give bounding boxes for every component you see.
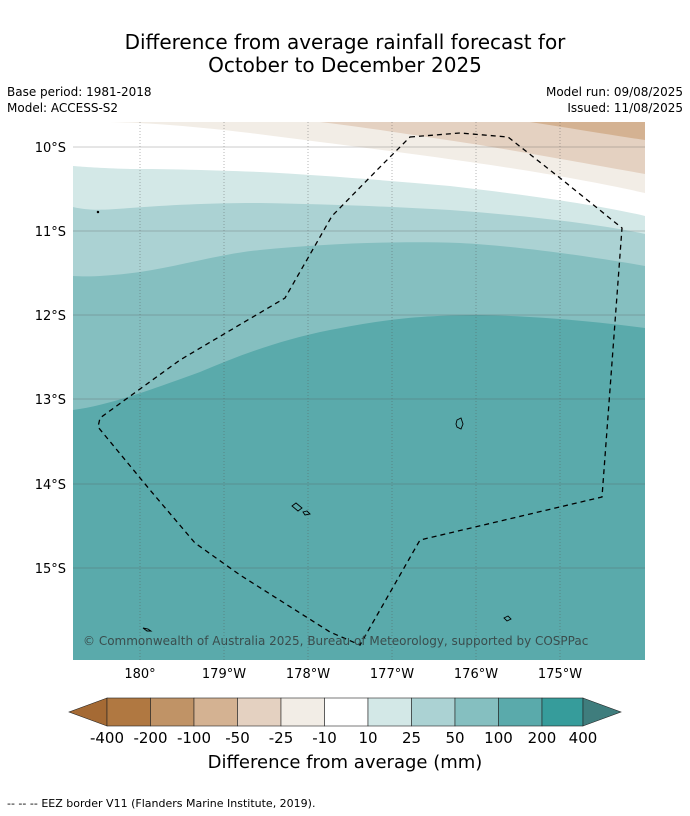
meta-right: Model run: 09/08/2025 Issued: 11/08/2025 [546, 84, 683, 116]
band-minus50-minus25 [320, 122, 645, 174]
colorbar-label: 10 [358, 729, 377, 747]
lat-label: 15°S [35, 562, 66, 577]
issued-text: Issued: 11/08/2025 [567, 101, 683, 115]
colorbar-swatch [150, 697, 195, 727]
model-run-text: Model run: 09/08/2025 [545, 85, 683, 99]
colorbar-label: 100 [484, 729, 513, 747]
colorbar-swatch [498, 697, 543, 727]
lon-label: 176°W [454, 667, 498, 682]
colorbar-label: 50 [445, 729, 464, 747]
colorbar-label: -200 [133, 729, 167, 747]
copyright-notice: © Commonwealth of Australia 2025, Bureau… [83, 634, 588, 648]
colorbar-swatch [367, 697, 412, 727]
colorbar-label: -10 [312, 729, 337, 747]
colorbar-label: 200 [528, 729, 557, 747]
colorbar-label: 25 [402, 729, 421, 747]
meta-left: Base period: 1981-2018 Model: ACCESS-S2 [7, 84, 152, 116]
island-central-2 [302, 510, 311, 516]
lon-label: 179°W [202, 667, 246, 682]
lon-label: 178°W [286, 667, 330, 682]
graticule [73, 122, 645, 660]
colorbar-swatch [541, 697, 584, 727]
colorbar-low-arrow [68, 697, 108, 727]
lat-label: 12°S [35, 309, 66, 324]
colorbar-label: -25 [269, 729, 294, 747]
colorbar-label: -100 [177, 729, 211, 747]
colorbar-swatch [193, 697, 238, 727]
lon-label: 180° [124, 667, 155, 682]
lon-label: 177°W [370, 667, 414, 682]
colorbar-title: Difference from average (mm) [207, 752, 483, 773]
lat-label: 13°S [35, 393, 66, 408]
island-northwest [96, 210, 100, 214]
rainfall-bands [73, 122, 645, 660]
colorbar-swatch [237, 697, 282, 727]
eez-legend-symbol: -- -- -- [7, 797, 38, 810]
map-title: Difference from average rainfall forecas… [0, 31, 690, 77]
lat-label: 11°S [35, 225, 66, 240]
island-central [291, 502, 303, 512]
colorbar-swatch [324, 697, 369, 727]
lon-labels: 180° 179°W 178°W 177°W 176°W 175°W [124, 667, 582, 682]
colorbar-labels: -400 -200 -100 -50 -25 -10 10 25 50 100 … [90, 729, 597, 747]
title-line-1: Difference from average rainfall forecas… [124, 30, 566, 54]
model-text: Model: ACCESS-S2 [7, 101, 119, 115]
colorbar-swatch [280, 697, 325, 727]
lat-labels: 10°S 11°S 12°S 13°S 14°S 15°S [35, 141, 66, 577]
eez-border [97, 132, 623, 646]
eez-legend-text: EEZ border V11 (Flanders Marine Institut… [41, 797, 316, 810]
colorbar-swatch [454, 697, 499, 727]
colorbar-swatch [411, 697, 456, 727]
lat-label: 14°S [35, 478, 66, 493]
island-east [503, 615, 512, 622]
islands [96, 210, 512, 632]
colorbar-label: 400 [569, 729, 598, 747]
band-minus100-minus50 [530, 122, 645, 140]
lat-label: 10°S [35, 141, 66, 156]
title-line-2: October to December 2025 [208, 53, 482, 77]
colorbar-swatch [106, 697, 151, 727]
island-north [455, 417, 464, 430]
colorbar-high-arrow [582, 697, 622, 727]
island-southwest [142, 627, 153, 632]
lon-label: 175°W [538, 667, 582, 682]
colorbar-label: -400 [90, 729, 124, 747]
colorbar [68, 697, 622, 727]
colorbar-label: -50 [225, 729, 250, 747]
base-period-text: Base period: 1981-2018 [7, 85, 152, 99]
footer-legend: -- -- -- EEZ border V11 (Flanders Marine… [7, 797, 315, 810]
